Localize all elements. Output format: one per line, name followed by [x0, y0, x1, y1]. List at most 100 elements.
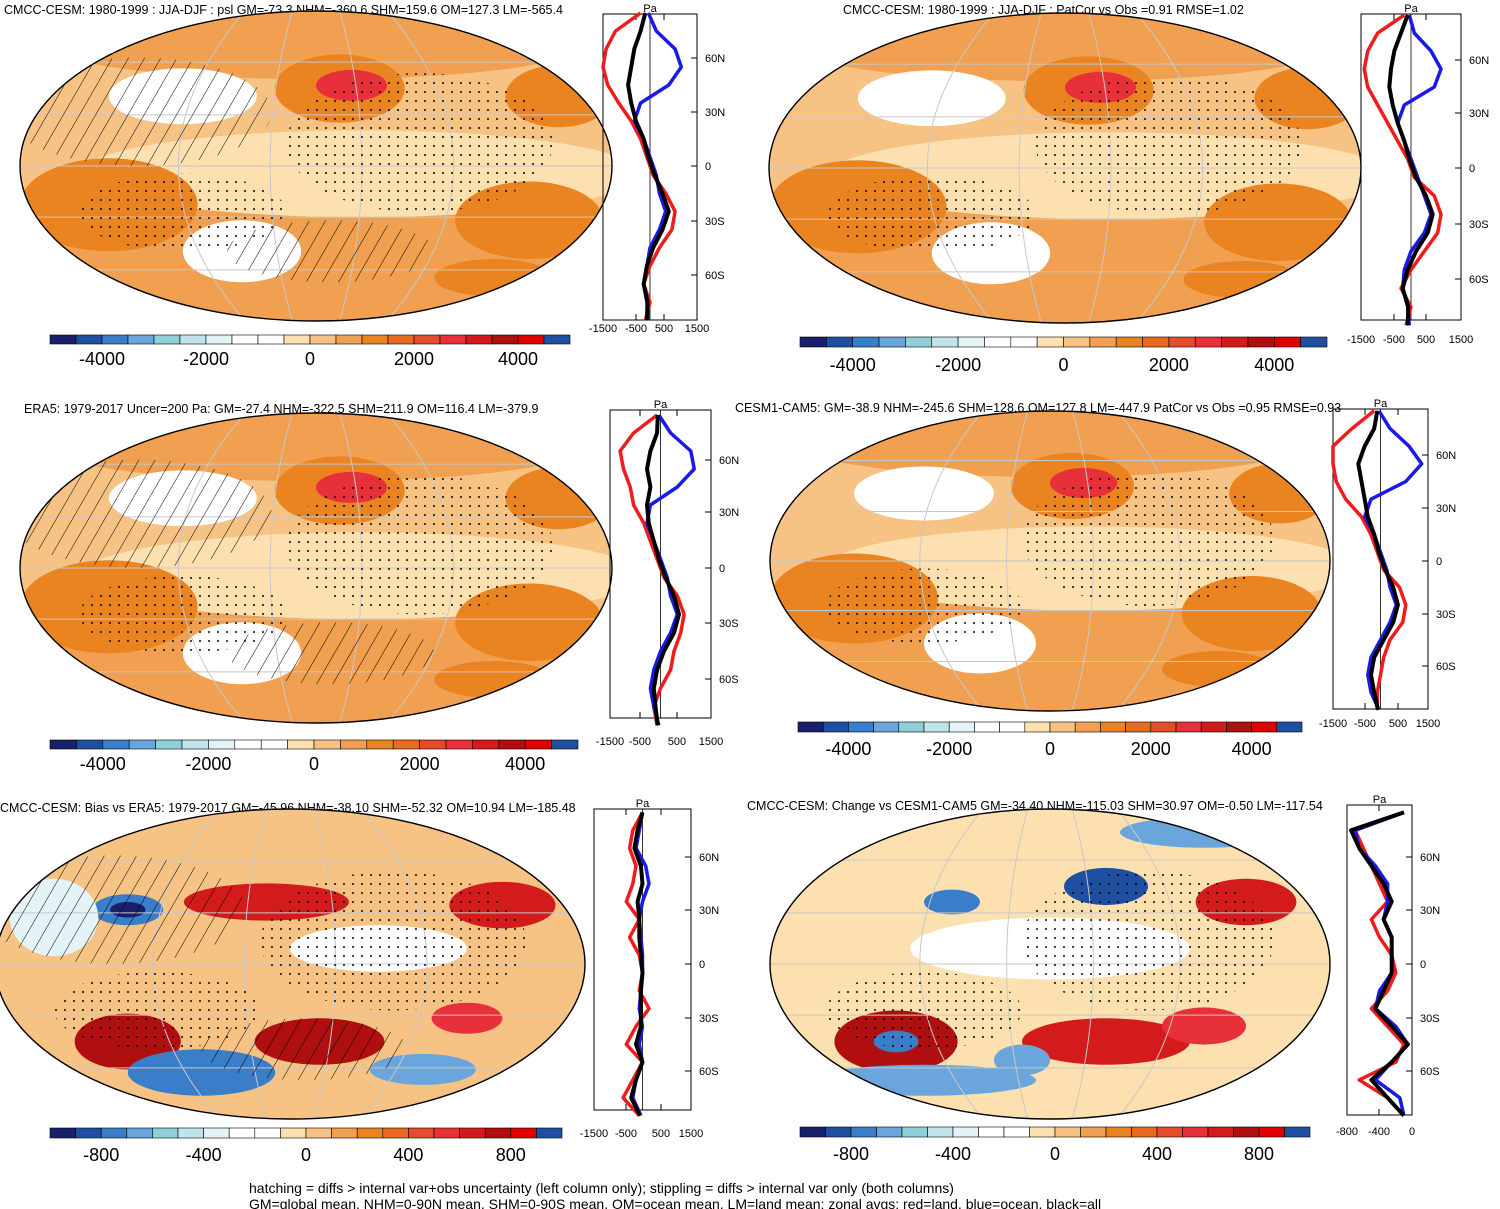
colorbar-swatch [419, 739, 447, 750]
stippling [260, 871, 526, 1011]
colorbar: -800 -400 0 400 800 [49, 1127, 563, 1165]
zonal-line-land [1353, 810, 1406, 1117]
colorbar-swatch [280, 1127, 307, 1139]
colorbar-swatch [852, 336, 880, 348]
hatching [201, 1018, 408, 1081]
zonal-x-tick-label: -1500 [1347, 334, 1375, 346]
map-gridline [919, 411, 984, 711]
zonal-unit-label: Pa [654, 399, 668, 411]
panel-4: CESM1-CAM5: GM=-38.9 NHM=-245.6 SHM=128.… [735, 398, 1456, 759]
colorbar-swatch [1131, 1126, 1158, 1138]
zonal-lat-tick-label: 30N [699, 905, 719, 917]
colorbar-swatch [1168, 336, 1196, 348]
colorbar-swatch [1100, 721, 1126, 733]
zonal-x-tick-label: -500 [1383, 334, 1405, 346]
colorbar-label: -4000 [825, 739, 871, 759]
zonal-x-tick-label: -500 [625, 323, 647, 335]
colorbar-swatch [999, 721, 1026, 733]
stippling [1022, 471, 1274, 606]
colorbar-swatch [517, 334, 545, 345]
zonal-plot: Pa -1500 -500 500 1500 60N 30N 0 30S 60S [1319, 398, 1456, 730]
panel-title: CMCC-CESM: 1980-1999 : JJA-DJF : psl GM=… [4, 3, 563, 17]
stippling [79, 173, 287, 252]
colorbar-swatch [873, 721, 900, 733]
colorbar-swatch [984, 336, 1012, 348]
colorbar-swatch [1175, 721, 1202, 733]
colorbar-swatch [356, 1127, 384, 1139]
colorbar: -4000 -2000 0 2000 4000 [797, 721, 1303, 759]
zonal-line-all [626, 12, 671, 321]
colorbar-swatch [1233, 1126, 1260, 1138]
zonal-lat-tick-label: 30S [705, 216, 725, 228]
colorbar-swatch [459, 1127, 486, 1139]
colorbar-swatch [1156, 1126, 1183, 1138]
zonal-plot: Pa -800 -400 0 60N 30N 0 30S 60S [1336, 794, 1440, 1138]
colorbar-swatch [1251, 721, 1278, 733]
zonal-lat-tick-label: 60N [705, 53, 725, 65]
colorbar-swatch [465, 334, 493, 345]
colorbar-swatch [313, 739, 341, 750]
zonal-plot: Pa -1500 -500 500 1500 60N 30N 0 30S 60S [1347, 3, 1489, 346]
colorbar-swatch [876, 1126, 903, 1138]
zonal-lat-tick-label: 60S [719, 674, 739, 686]
colorbar-swatch [1207, 1126, 1234, 1138]
colorbar-swatch [927, 1126, 954, 1138]
colorbar-label: 0 [1045, 739, 1055, 759]
colorbar-label: -2000 [183, 349, 229, 369]
colorbar-label: 4000 [505, 754, 545, 774]
colorbar-swatch [1125, 721, 1152, 733]
colorbar-swatch [181, 739, 209, 750]
zonal-x-tick-label: -500 [1354, 718, 1376, 730]
zonal-x-tick-label: 1500 [1416, 718, 1440, 730]
zonal-lat-tick-label: 60N [1420, 852, 1440, 864]
colorbar-swatch [1182, 1126, 1209, 1138]
colorbar-swatch [1010, 336, 1038, 348]
colorbar-swatch [826, 336, 853, 348]
colorbar-swatch [524, 739, 552, 750]
zonal-lat-tick-label: 30S [719, 618, 739, 630]
stippling [286, 475, 553, 615]
map-gridline [152, 809, 220, 1119]
map-gridline [1006, 411, 1029, 711]
zonal-lat-tick-label: 30N [1420, 905, 1440, 917]
hatching [227, 622, 435, 685]
map-gridline [243, 809, 267, 1119]
zonal-lat-tick-label: 30S [1436, 609, 1456, 621]
colorbar-swatch [822, 721, 849, 733]
colorbar-label: -4000 [79, 349, 125, 369]
colorbar-label: 800 [1244, 1144, 1274, 1164]
zonal-plot: Pa -1500 -500 500 1500 60N 30N 0 30S 60S [580, 798, 719, 1140]
colorbar-swatch [331, 1127, 358, 1139]
colorbar-swatch [957, 336, 985, 348]
map-gridline [1018, 13, 1042, 323]
map-outline [769, 808, 1331, 1120]
colorbar-swatch [1105, 1126, 1132, 1138]
colorbar-label: -800 [833, 1144, 869, 1164]
colorbar-label: 400 [393, 1145, 423, 1165]
map-gridline [177, 413, 246, 723]
map-anomaly-region [924, 889, 980, 915]
colorbar-swatch [543, 334, 571, 345]
zonal-x-tick-label: 1500 [699, 736, 723, 748]
colorbar-swatch [75, 1127, 102, 1139]
colorbar-swatch [1142, 336, 1170, 348]
colorbar-swatch [825, 1126, 852, 1138]
colorbar-label: -800 [83, 1145, 119, 1165]
colorbar-swatch [850, 1126, 877, 1138]
colorbar-label: 2000 [1131, 739, 1171, 759]
zonal-x-tick-label: 500 [1417, 334, 1435, 346]
colorbar-swatch [948, 721, 975, 733]
zonal-plot: Pa -1500 -500 500 1500 60N 30N 0 30S 60S [596, 399, 739, 748]
colorbar: -4000 -2000 0 2000 4000 [799, 336, 1328, 375]
zonal-line-all [629, 811, 645, 1117]
zonal-x-tick-label: 1500 [685, 323, 709, 335]
colorbar-swatch [126, 1127, 153, 1139]
zonal-x-tick-label: -1500 [589, 323, 617, 335]
colorbar-swatch [335, 334, 363, 345]
panel-2: CMCC-CESM: 1980-1999 : JJA-DJF : PatCor … [768, 3, 1489, 375]
zonal-line-all [1356, 410, 1400, 711]
zonal-lat-tick-label: 60S [1420, 1066, 1440, 1078]
zonal-line-ocean [632, 12, 684, 321]
zonal-unit-label: Pa [1374, 398, 1388, 410]
colorbar-swatch [1226, 721, 1252, 733]
